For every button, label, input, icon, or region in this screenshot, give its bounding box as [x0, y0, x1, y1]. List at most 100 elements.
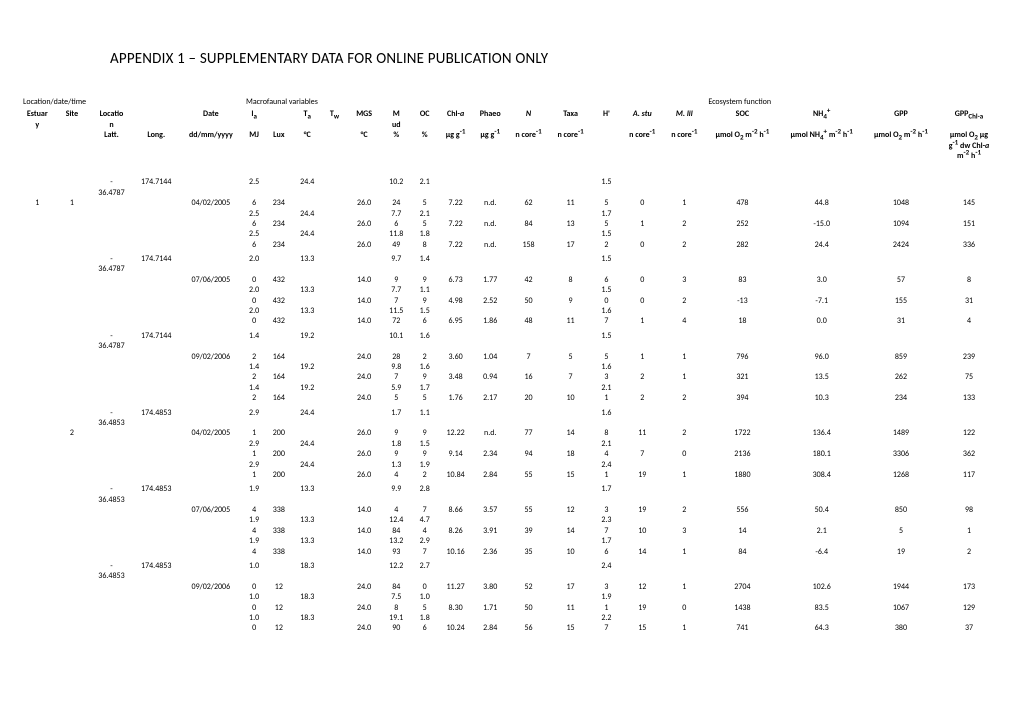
cell: 3306: [864, 449, 938, 459]
cell: [20, 484, 55, 505]
cell: [438, 383, 473, 393]
cell: [663, 306, 705, 316]
cell: [322, 428, 347, 438]
cell: 83: [705, 275, 779, 285]
cell: 1: [55, 198, 90, 208]
cell: 0: [243, 623, 265, 633]
cell: [20, 439, 55, 449]
cell: -36.4853: [89, 484, 134, 505]
cell: [292, 603, 322, 613]
cell: 8: [592, 428, 622, 438]
cell: 2424: [864, 240, 938, 250]
cell: MJ: [243, 130, 265, 167]
cell: [55, 515, 90, 525]
cell: 24.4: [779, 240, 863, 250]
cell: [20, 623, 55, 633]
cell: 1: [243, 449, 265, 459]
cell: 5: [592, 352, 622, 362]
cell: 13.3: [292, 285, 322, 295]
cell: [134, 393, 179, 403]
cell: 9: [411, 275, 438, 285]
cell: 0: [663, 449, 705, 459]
cell: 7.7: [381, 209, 411, 219]
cell: 7: [621, 449, 663, 459]
cell: [89, 582, 134, 592]
cell: 2.3: [592, 515, 622, 525]
cell: [705, 408, 779, 429]
cell: 48: [508, 316, 550, 326]
cell: [438, 613, 473, 623]
cell: n.d.: [473, 219, 508, 229]
cell: 234: [265, 219, 292, 229]
cell: [20, 592, 55, 602]
cell: [663, 383, 705, 393]
cell: 6.95: [438, 316, 473, 326]
cell: [705, 515, 779, 525]
cell: [864, 254, 938, 275]
cell: H': [592, 109, 622, 130]
cell: 1.4: [243, 362, 265, 372]
cell: [55, 603, 90, 613]
cell: °C: [347, 130, 382, 167]
cell: [265, 254, 292, 275]
cell: 6: [411, 316, 438, 326]
cell: [322, 505, 347, 515]
cell: 1.5: [592, 254, 622, 275]
cell: [508, 515, 550, 525]
cell: [134, 240, 179, 250]
cell: 96.0: [779, 352, 863, 362]
cell: [621, 306, 663, 316]
cell: 13.3: [292, 306, 322, 316]
cell: [179, 613, 243, 623]
cell: [179, 296, 243, 306]
cell: [179, 460, 243, 470]
cell: [322, 613, 347, 623]
cell: [938, 167, 1000, 198]
cell: [179, 439, 243, 449]
cell: 31: [864, 316, 938, 326]
cell: [864, 536, 938, 546]
cell: [550, 331, 592, 352]
cell: [89, 296, 134, 306]
cell: 64.3: [779, 623, 863, 633]
cell: 1: [621, 352, 663, 362]
cell: [292, 372, 322, 382]
cell: [134, 603, 179, 613]
cell: Phaeo: [473, 109, 508, 130]
cell: [89, 240, 134, 250]
cell: 15: [621, 623, 663, 633]
cell: n.d.: [473, 198, 508, 208]
cell: [322, 285, 347, 295]
cell: [550, 439, 592, 449]
cell: N: [508, 109, 550, 130]
cell: 4: [592, 449, 622, 459]
cell: 1: [592, 470, 622, 480]
cell: 18: [705, 316, 779, 326]
cell: 1: [663, 372, 705, 382]
cell: 0: [243, 296, 265, 306]
cell: [20, 254, 55, 275]
cell: [179, 547, 243, 557]
cell: 1.5: [411, 306, 438, 316]
cell: 3.91: [473, 526, 508, 536]
cell: 2: [663, 393, 705, 403]
cell: 200: [265, 428, 292, 438]
cell: [473, 515, 508, 525]
cell: [55, 470, 90, 480]
cell: 2.9: [243, 460, 265, 470]
cell: [292, 623, 322, 633]
cell: 4: [381, 505, 411, 515]
cell: GPPChl-a: [938, 109, 1000, 130]
cell: 1: [621, 219, 663, 229]
cell: 2: [663, 428, 705, 438]
cell: [508, 331, 550, 352]
cell: [265, 439, 292, 449]
cell: [134, 623, 179, 633]
cell: 1.8: [411, 613, 438, 623]
cell: [322, 198, 347, 208]
cell: [179, 623, 243, 633]
cell: -36.4787: [89, 167, 134, 198]
cell: [89, 362, 134, 372]
cell: [134, 383, 179, 393]
cell: [55, 130, 90, 167]
